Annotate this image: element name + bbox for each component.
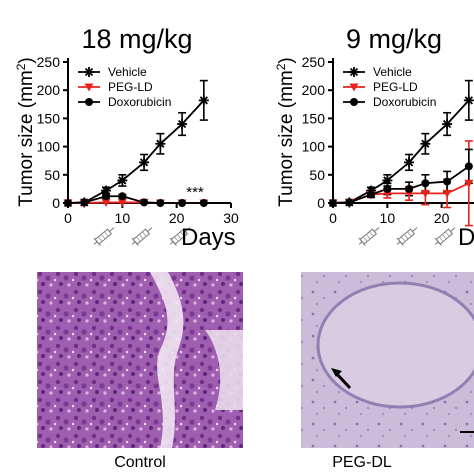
series-line [332,99,470,204]
y-tick-label: 200 [302,82,326,98]
syringe-icons [358,227,456,246]
series-markers [63,95,209,208]
legend-marker [84,83,94,92]
legend-label: Doxorubicin [373,95,436,109]
syringe-icon [396,227,418,246]
y-tick-label: 0 [317,195,325,211]
data-point [383,184,392,193]
data-point [405,184,414,193]
data-point [404,157,415,168]
tissue-gap [205,330,243,410]
legend-marker [84,67,94,77]
y-tick-label: 250 [37,54,61,70]
data-point [156,199,165,207]
data-point [117,198,127,207]
legend-label: Vehicle [373,65,412,79]
chart-9mgkg: 9 mg/kg Tumor size (mm2) 050100150200250… [274,24,474,251]
data-point [329,199,337,207]
histology-peg-panel: PEG-DL [301,272,474,471]
data-point [178,199,187,207]
y-tick-label: 150 [302,110,326,126]
data-point [198,95,209,106]
y-tick-label: 50 [44,167,60,183]
data-point [118,192,127,201]
data-point [102,192,111,201]
series-lines [332,99,470,204]
y-tick-label: 100 [302,139,326,155]
x-tick-label: 0 [64,210,72,226]
data-point [345,198,354,207]
data-point [464,162,473,171]
image-caption-peg: PEG-DL [332,454,392,471]
data-point [80,198,89,207]
x-tick-label: 0 [329,210,337,226]
y-tick-label: 0 [52,195,60,211]
syringe-icon [358,227,380,246]
x-axis-title: Days [181,224,236,251]
y-axis-title: Tumor size (mm2) [274,57,297,207]
syringe-icon [131,227,153,246]
chart-title: 18 mg/kg [81,24,192,54]
tissue-gap [150,272,184,448]
chart-18mgkg: 18 mg/kg Tumor size (mm2) 05010015020025… [14,24,239,251]
data-point [117,175,128,186]
data-point [101,198,111,207]
x-tick-label: 10 [380,210,396,226]
data-point [177,119,188,130]
data-point [421,179,430,188]
data-point [443,177,452,186]
tissue-region [316,281,474,409]
legend-marker [349,67,359,77]
series-line [67,99,205,204]
data-point [140,198,149,207]
data-point [442,119,453,130]
data-point [420,189,430,198]
y-axis-title: Tumor size (mm2) [14,57,37,207]
y-tick-label: 200 [37,82,61,98]
data-point [420,138,431,149]
legend-marker [350,98,358,106]
data-point [463,95,474,106]
x-tick-label: 20 [434,210,450,226]
syringe-icon [169,227,191,246]
chart-title: 9 mg/kg [346,24,442,54]
data-point [199,199,208,207]
x-axis-title: Days [458,224,474,251]
y-tick-label: 150 [37,110,61,126]
axes: 0 50 100 150 200 250 0 10 20 [302,54,474,226]
syringe-icon [93,227,115,246]
series-lines [67,99,205,204]
image-caption-control: Control [114,454,166,471]
data-point [442,189,452,198]
legend-label: Doxorubicin [108,95,171,109]
syringe-icon [434,227,456,246]
arrow-head-icon [331,368,342,377]
syringe-icons [93,227,191,246]
x-tick-label: 10 [115,210,131,226]
x-tick-label: 30 [223,210,239,226]
histology-control-image [37,272,243,448]
y-tick-label: 100 [37,139,61,155]
axes: 0 50 100 150 200 250 0 10 20 30 [37,54,239,226]
y-tick-label: 250 [302,54,326,70]
data-point [155,138,166,149]
legend-label: PEG-LD [373,80,418,94]
significance-label: *** [186,184,204,201]
legend-label: Vehicle [108,65,147,79]
data-point [64,199,72,207]
legend-label: PEG-LD [108,80,153,94]
data-point [464,179,474,188]
legend-marker [349,83,359,92]
legend-marker [85,98,93,106]
data-point [367,190,376,199]
data-point [382,175,393,186]
x-tick-label: 20 [169,210,185,226]
series-markers [328,95,474,208]
data-point [139,157,150,168]
y-tick-label: 50 [309,167,325,183]
histology-control-panel: Control [37,272,243,471]
